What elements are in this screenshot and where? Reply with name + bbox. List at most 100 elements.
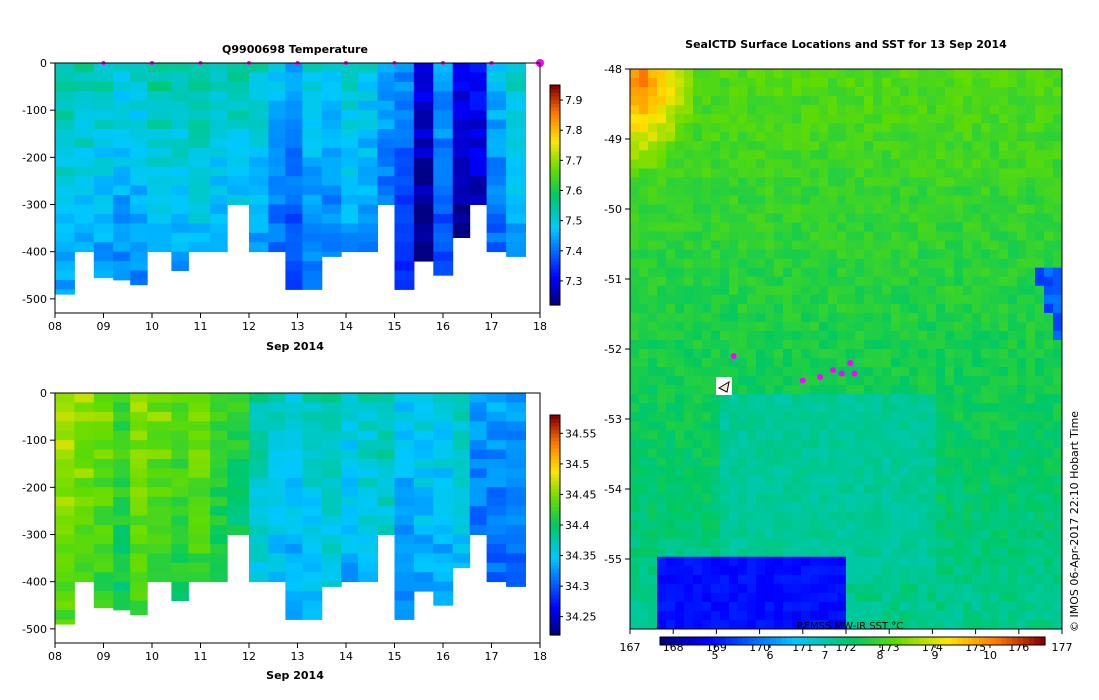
sst-cell — [954, 376, 964, 386]
sst-cell — [819, 276, 829, 287]
sst-cell — [1026, 159, 1036, 169]
sst-cell — [999, 321, 1009, 332]
heatmap-cell — [358, 110, 378, 121]
sst-cell — [729, 565, 739, 576]
heatmap-cell — [285, 610, 303, 620]
sst-cell — [999, 484, 1009, 495]
sst-cell — [999, 249, 1009, 260]
sst-cell — [738, 403, 748, 413]
sst-cell — [792, 457, 802, 467]
sst-cell — [999, 430, 1009, 440]
sst-cell — [648, 620, 658, 629]
sst-cell — [738, 303, 748, 314]
sst-cell — [873, 105, 883, 115]
sst-cell — [936, 267, 946, 278]
sst-cell — [972, 439, 982, 449]
sst-cell — [855, 114, 865, 124]
sst-cell — [963, 87, 973, 97]
heatmap-cell — [147, 459, 172, 469]
sst-cell — [810, 177, 820, 187]
sst-cell — [657, 620, 667, 629]
sst-cell — [855, 150, 865, 160]
heatmap-cell — [452, 110, 471, 121]
sst-cell — [810, 493, 820, 504]
sst-cell — [846, 556, 856, 567]
sst-cell — [747, 358, 757, 368]
sst-cell — [675, 421, 685, 431]
heatmap-cell — [130, 421, 148, 432]
sst-cell — [756, 222, 766, 233]
heatmap-cell — [113, 176, 131, 187]
sst-cell — [999, 312, 1009, 323]
sst-cell — [693, 285, 703, 296]
sst-cell — [630, 574, 640, 585]
heatmap-cell — [302, 204, 323, 215]
sst-cell — [819, 412, 829, 422]
sst-cell — [675, 159, 685, 169]
sst-cell — [639, 502, 649, 513]
sst-cell — [918, 358, 928, 368]
sst-cell — [1008, 213, 1018, 224]
sst-cell — [882, 213, 892, 224]
sst-cell — [657, 457, 667, 467]
sst-cell — [864, 195, 874, 206]
sst-cell — [819, 620, 829, 629]
sst-cell — [1035, 457, 1045, 467]
sst-cell — [981, 249, 991, 260]
sst-cell — [900, 439, 910, 449]
heatmap-cell — [188, 166, 211, 177]
sst-cell — [774, 150, 784, 160]
heatmap-cell — [433, 477, 454, 488]
sst-cell — [711, 213, 721, 224]
colorbar-segment — [550, 132, 560, 137]
sst-cell — [765, 204, 775, 215]
sst-cell — [999, 186, 1009, 196]
heatmap-cell — [433, 110, 454, 121]
sst-cell — [729, 213, 739, 224]
heatmap-cell — [268, 147, 286, 158]
sst-cell — [819, 520, 829, 531]
sst-cell — [963, 367, 973, 377]
sst-cell — [1026, 529, 1036, 540]
sst-cell — [1026, 412, 1036, 422]
sst-cell — [900, 457, 910, 467]
sst-cell — [684, 610, 694, 621]
sst-cell — [828, 547, 838, 558]
heatmap-cell — [268, 430, 286, 441]
sst-cell — [936, 385, 946, 395]
colorbar-segment — [951, 637, 958, 645]
sst-cell — [729, 87, 739, 97]
sst-cell — [675, 574, 685, 585]
sst-cell — [963, 620, 973, 629]
sst-cell — [756, 457, 766, 467]
heatmap-cell — [302, 63, 323, 73]
sst-cell — [747, 457, 757, 467]
sst-cell — [990, 330, 1000, 341]
sst-cell — [1053, 538, 1062, 549]
sst-cell — [639, 240, 649, 251]
sst-cell — [729, 249, 739, 260]
heatmap-cell — [433, 600, 454, 606]
sst-cell — [675, 276, 685, 287]
sst-cell — [720, 267, 730, 278]
sst-cell — [1035, 574, 1045, 585]
heatmap-cell — [341, 110, 359, 121]
sst-cell — [729, 457, 739, 467]
heatmap-cell — [285, 487, 303, 498]
sst-cell — [648, 159, 658, 169]
heatmap-cell — [377, 496, 395, 507]
sst-cell — [819, 439, 829, 449]
sst-cell — [999, 475, 1009, 486]
sst-cell — [828, 376, 838, 386]
sst-cell — [900, 610, 910, 621]
sst-cell — [1008, 475, 1018, 486]
x-tick-label: 09 — [97, 650, 111, 663]
sst-cell — [963, 96, 973, 106]
sst-cell — [828, 475, 838, 486]
sst-cell — [927, 493, 937, 504]
sst-cell — [711, 105, 721, 115]
heatmap-cell — [74, 525, 95, 535]
sst-cell — [756, 87, 766, 97]
colorbar-tick-label: 34.55 — [565, 427, 597, 440]
sst-cell — [783, 213, 793, 224]
